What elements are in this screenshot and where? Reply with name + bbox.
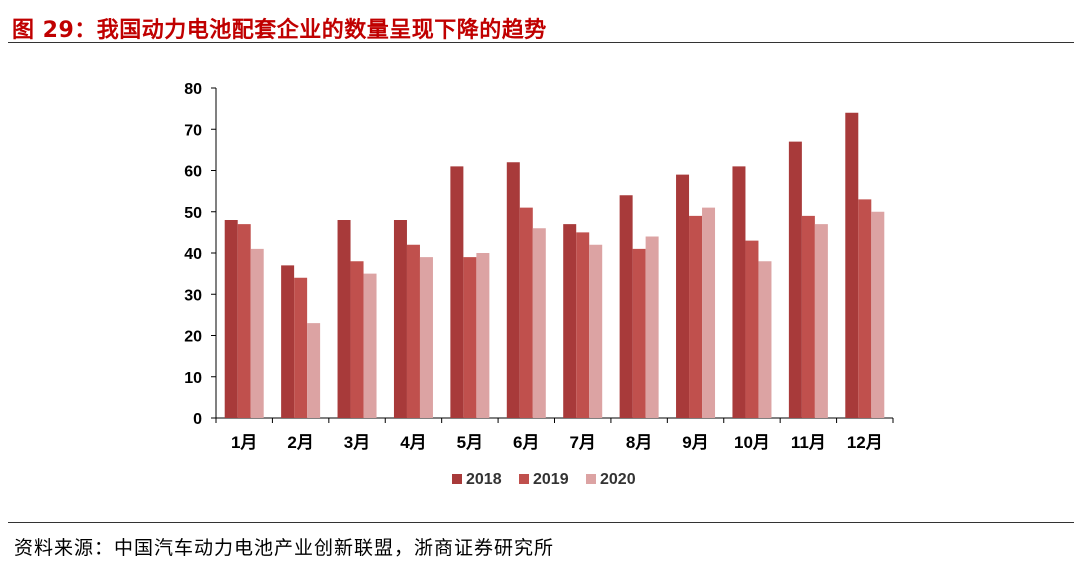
bar-2018	[337, 220, 351, 418]
x-tick-label: 6月	[513, 433, 539, 452]
x-tick-label: 4月	[400, 433, 426, 452]
bar-2019	[350, 261, 364, 418]
bar-2018	[619, 195, 633, 418]
bar-2019	[745, 240, 759, 418]
x-tick-label: 11月	[791, 433, 826, 452]
bar-2018	[450, 166, 464, 418]
x-tick-label: 1月	[231, 433, 257, 452]
bar-2020	[307, 323, 321, 418]
y-tick-label: 80	[184, 81, 202, 98]
bar-2018	[281, 265, 295, 418]
bar-2020	[419, 257, 433, 418]
bar-2018	[224, 220, 238, 418]
source-note: 资料来源：中国汽车动力电池产业创新联盟，浙商证券研究所	[14, 537, 555, 559]
source-bar: 资料来源：中国汽车动力电池产业创新联盟，浙商证券研究所	[8, 522, 1074, 559]
x-tick-label: 8月	[626, 433, 652, 452]
y-tick-label: 10	[184, 370, 202, 387]
bar-2020	[871, 211, 885, 418]
bar-2018	[563, 224, 577, 418]
bar-2020	[814, 224, 828, 418]
legend-swatch-2019	[519, 474, 529, 484]
x-tick-label: 7月	[569, 433, 595, 452]
x-tick-label: 12月	[847, 433, 883, 452]
legend-label: 2019	[533, 471, 569, 488]
chart-container: 0 10 20 30 40 50 60 70 80 1月 2月 3月 4月 5月 6月 7月 8月 9月 10月 11…	[0, 60, 1080, 510]
page-title: 图 29：我国动力电池配套企业的数量呈现下降的趋势	[12, 18, 547, 43]
bar-2019	[519, 207, 533, 418]
y-tick-label: 70	[184, 122, 202, 139]
y-tick-label: 0	[193, 411, 202, 428]
bar-2018	[506, 162, 520, 418]
bar-2020	[250, 248, 264, 418]
y-tick-label: 40	[184, 246, 202, 263]
bar-2019	[576, 232, 590, 418]
y-tick-label: 30	[184, 287, 202, 304]
bar-2020	[589, 244, 603, 418]
bar-2020	[758, 261, 772, 418]
x-tick-label: 5月	[457, 433, 483, 452]
x-tick-label: 3月	[344, 433, 370, 452]
bar-2020	[476, 253, 490, 418]
y-tick-label: 20	[184, 329, 202, 346]
bar-2019	[237, 224, 251, 418]
legend-label: 2020	[600, 471, 636, 488]
bar-2019	[632, 248, 646, 418]
bar-2018	[676, 174, 690, 418]
title-bar: 图 29：我国动力电池配套企业的数量呈现下降的趋势	[8, 6, 1074, 43]
bar-2018	[393, 220, 407, 418]
bar-2018	[732, 166, 746, 418]
bar-2019	[801, 215, 815, 418]
bar-chart: 0 10 20 30 40 50 60 70 80 1月 2月 3月 4月 5月 6月 7月 8月 9月 10月 11…	[184, 81, 894, 488]
bar-2018	[788, 141, 802, 418]
bar-2019	[406, 244, 420, 418]
bar-2019	[463, 257, 477, 418]
legend-label: 2018	[466, 471, 502, 488]
x-tick-label: 9月	[682, 433, 708, 452]
bar-2019	[294, 277, 308, 418]
bar-2019	[858, 199, 872, 418]
bar-2020	[532, 228, 546, 418]
legend-swatch-2020	[586, 474, 596, 484]
bar-2020	[645, 236, 659, 418]
x-tick-label: 10月	[734, 433, 770, 452]
bar-2018	[845, 112, 859, 418]
bar-2020	[363, 273, 377, 418]
legend-swatch-2018	[452, 474, 462, 484]
y-tick-label: 60	[184, 164, 202, 181]
x-tick-label: 2月	[287, 433, 313, 452]
bar-2020	[702, 207, 716, 418]
bar-2019	[689, 215, 703, 418]
y-tick-label: 50	[184, 205, 202, 222]
